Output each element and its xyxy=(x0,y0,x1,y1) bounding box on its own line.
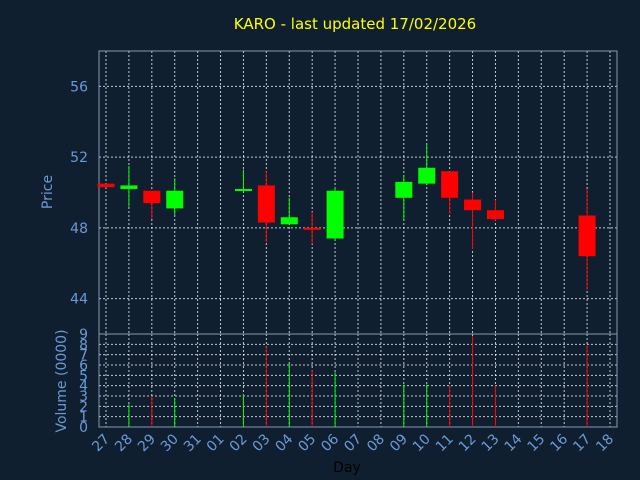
chart-title: KARO - last updated 17/02/2026 xyxy=(234,15,476,33)
volume-tick-label: 9 xyxy=(79,327,88,343)
candle-body xyxy=(464,199,482,211)
volume-bars xyxy=(128,336,588,427)
candle-body xyxy=(143,190,161,204)
candle-body xyxy=(303,227,321,230)
price-tick-label: 44 xyxy=(70,292,88,308)
volume-panel-frame xyxy=(98,333,618,428)
candle-body xyxy=(280,217,298,225)
volume-tick-label: 4 xyxy=(79,379,88,395)
volume-tick-label: 5 xyxy=(79,368,88,384)
candle-body xyxy=(418,167,436,184)
x-ticks: 2728293031010203040506070809101112131415… xyxy=(89,431,617,455)
volume-tick-label: 3 xyxy=(79,389,88,405)
candle-body xyxy=(120,185,138,189)
x-axis-label: Day xyxy=(333,460,361,476)
candle-body xyxy=(257,185,275,223)
price-tick-label: 56 xyxy=(70,79,88,95)
candles xyxy=(97,144,596,290)
candle-body xyxy=(578,215,596,257)
candle-body xyxy=(486,210,504,220)
candle-body xyxy=(234,188,252,191)
volume-tick-label: 2 xyxy=(79,399,88,415)
price-tick-label: 48 xyxy=(70,221,88,237)
volume-tick-label: 0 xyxy=(79,420,88,436)
volume-axis-label: Volume (0000) xyxy=(54,329,70,432)
candle-body xyxy=(326,190,344,239)
volume-tick-label: 8 xyxy=(79,337,88,353)
volume-tick-label: 7 xyxy=(79,348,88,364)
candle-body xyxy=(395,181,413,198)
volume-tick-label: 6 xyxy=(79,358,88,374)
price-tick-label: 52 xyxy=(70,150,88,166)
candle-body xyxy=(441,171,459,198)
price-y-ticks: 44 48 52 56 xyxy=(70,79,88,307)
volume-tick-label: 1 xyxy=(79,410,88,426)
candle-body xyxy=(166,190,184,209)
price-axis-label: Price xyxy=(40,175,56,209)
candle-body xyxy=(97,183,115,188)
